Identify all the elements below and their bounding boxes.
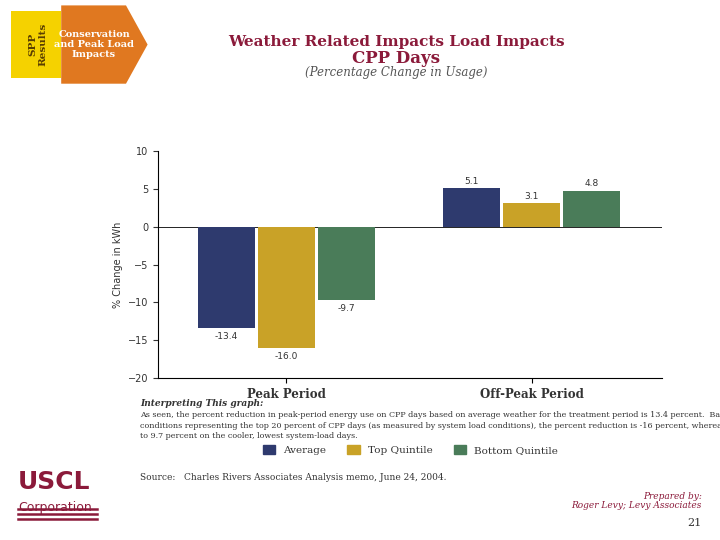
Bar (258, 227, 315, 348)
Legend: Average, Top Quintile, Bottom Quintile: Average, Top Quintile, Bottom Quintile (258, 441, 562, 459)
Text: 3.1: 3.1 (524, 192, 539, 201)
Bar (318, 227, 375, 300)
Y-axis label: % Change in kWh: % Change in kWh (112, 221, 122, 308)
Text: Conservation
and Peak Load
Impacts: Conservation and Peak Load Impacts (54, 30, 134, 59)
Text: Roger Levy; Levy Associates: Roger Levy; Levy Associates (572, 501, 702, 510)
Text: -13.4: -13.4 (215, 332, 238, 341)
Bar (503, 204, 560, 227)
Text: USCL: USCL (18, 470, 91, 494)
Text: Weather Related Impacts Load Impacts: Weather Related Impacts Load Impacts (228, 35, 564, 49)
Bar (198, 227, 255, 328)
Bar (563, 191, 620, 227)
Text: Interpreting This graph:: Interpreting This graph: (140, 399, 264, 408)
Text: (Percentage Change in Usage): (Percentage Change in Usage) (305, 66, 487, 79)
Text: 4.8: 4.8 (585, 179, 599, 188)
Text: 5.1: 5.1 (464, 177, 479, 186)
Polygon shape (61, 5, 148, 84)
Text: CPP Days: CPP Days (352, 50, 440, 66)
Text: Source:   Charles Rivers Associates Analysis memo, June 24, 2004.: Source: Charles Rivers Associates Analys… (140, 472, 447, 482)
Text: Corporation: Corporation (18, 501, 91, 514)
Text: -9.7: -9.7 (338, 304, 355, 313)
Text: SPP
Results: SPP Results (28, 23, 48, 66)
Text: As seen, the percent reduction in peak-period energy use on CPP days based on av: As seen, the percent reduction in peak-p… (140, 411, 720, 440)
Text: 21: 21 (688, 518, 702, 528)
Text: -16.0: -16.0 (275, 352, 298, 361)
Bar (444, 188, 500, 227)
Text: Prepared by:: Prepared by: (643, 492, 702, 502)
